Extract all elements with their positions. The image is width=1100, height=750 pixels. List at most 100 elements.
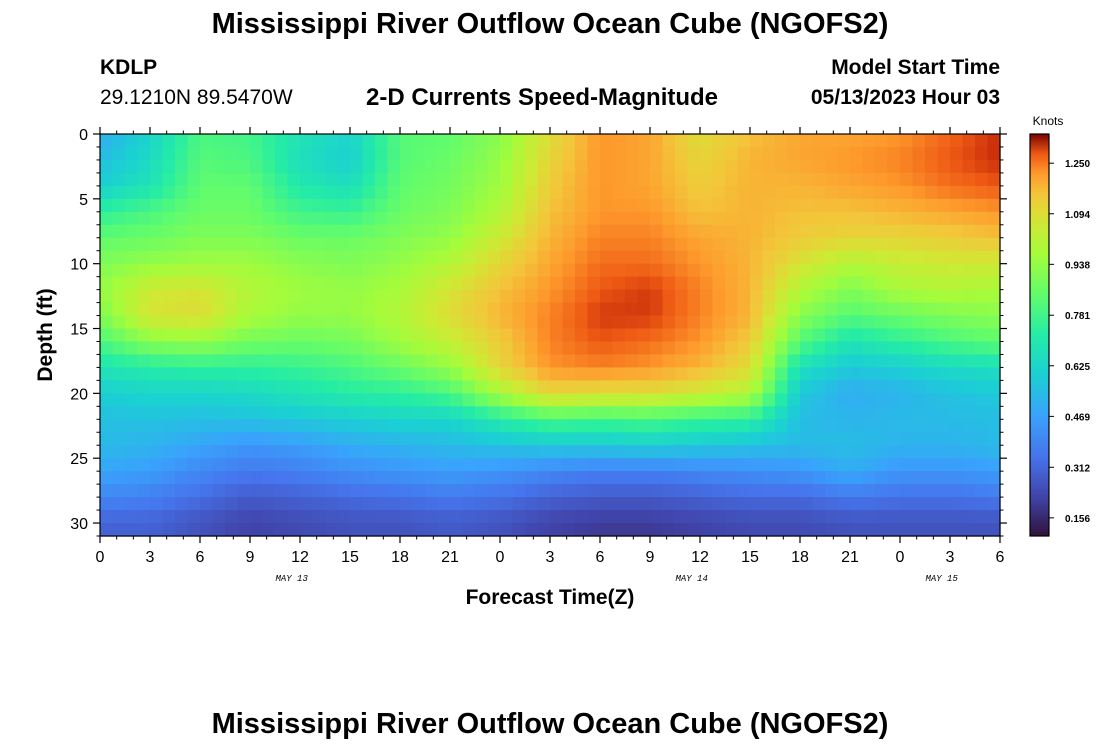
heatmap-cell xyxy=(250,523,264,537)
heatmap-cell xyxy=(850,211,864,226)
heatmap-cell xyxy=(387,159,401,174)
heatmap-cell xyxy=(375,289,389,304)
heatmap-cell xyxy=(325,289,339,304)
heatmap-cell xyxy=(112,237,126,252)
heatmap-cell xyxy=(862,393,876,407)
heatmap-cell xyxy=(612,406,626,420)
heatmap-cell xyxy=(800,134,814,148)
heatmap-cell xyxy=(112,198,126,213)
heatmap-cell xyxy=(537,289,551,304)
heatmap-cell xyxy=(775,276,789,291)
heatmap-cell xyxy=(600,172,614,187)
heatmap-cell xyxy=(962,302,976,317)
heatmap-cell xyxy=(537,328,551,343)
heatmap-cell xyxy=(400,263,414,278)
heatmap-cell xyxy=(437,341,451,356)
heatmap-cell xyxy=(450,302,464,317)
heatmap-cell xyxy=(812,237,826,252)
heatmap-cell xyxy=(662,354,676,369)
heatmap-cell xyxy=(787,198,801,213)
heatmap-cell xyxy=(712,510,726,524)
heatmap-cell xyxy=(700,224,714,239)
heatmap-cell xyxy=(825,263,839,278)
heatmap-cell xyxy=(412,263,426,278)
heatmap-cell xyxy=(412,302,426,317)
heatmap-cell xyxy=(712,328,726,343)
heatmap-cell xyxy=(425,250,439,265)
heatmap-cell xyxy=(562,315,576,330)
heatmap-cell xyxy=(387,471,401,485)
heatmap-cell xyxy=(112,510,126,524)
heatmap-cell xyxy=(175,393,189,407)
heatmap-cell xyxy=(962,471,976,485)
heatmap-cell xyxy=(900,419,914,433)
heatmap-cell xyxy=(725,250,739,265)
heatmap-cell xyxy=(825,328,839,343)
heatmap-cell xyxy=(400,159,414,174)
heatmap-cell xyxy=(675,510,689,524)
heatmap-cell xyxy=(300,172,314,187)
heatmap-cell xyxy=(987,497,1001,511)
heatmap-cell xyxy=(387,198,401,213)
heatmap-cell xyxy=(450,445,464,459)
heatmap-cell xyxy=(525,354,539,369)
heatmap-cell xyxy=(700,341,714,356)
heatmap-cell xyxy=(150,263,164,278)
heatmap-cell xyxy=(975,159,989,174)
heatmap-cell xyxy=(300,250,314,265)
heatmap-cell xyxy=(112,393,126,407)
heatmap-cell xyxy=(537,354,551,369)
footer-title: Mississippi River Outflow Ocean Cube (NG… xyxy=(211,708,889,740)
heatmap-cell xyxy=(712,406,726,420)
heatmap-cell xyxy=(325,315,339,330)
heatmap-cell xyxy=(112,159,126,174)
heatmap-cell xyxy=(625,406,639,420)
heatmap-cell xyxy=(850,237,864,252)
heatmap-cell xyxy=(712,367,726,381)
heatmap-cell xyxy=(187,276,201,291)
heatmap-cell xyxy=(637,367,651,381)
heatmap-cell xyxy=(850,445,864,459)
heatmap-cell xyxy=(875,159,889,174)
y-axis-label: Depth (ft) xyxy=(34,288,57,381)
heatmap-cell xyxy=(387,211,401,226)
heatmap-cell xyxy=(362,237,376,252)
heatmap-cell xyxy=(875,484,889,498)
heatmap-cell xyxy=(787,146,801,161)
heatmap-cell xyxy=(537,380,551,394)
heatmap-cell xyxy=(300,406,314,420)
heatmap-cell xyxy=(775,328,789,343)
heatmap-cell xyxy=(587,276,601,291)
heatmap-cell xyxy=(200,510,214,524)
heatmap-cell xyxy=(375,276,389,291)
heatmap-cell xyxy=(275,198,289,213)
heatmap-cell xyxy=(650,198,664,213)
heatmap-cell xyxy=(387,276,401,291)
heatmap-cell xyxy=(400,289,414,304)
heatmap-cell xyxy=(587,406,601,420)
heatmap-cell xyxy=(200,250,214,265)
heatmap-cell xyxy=(450,237,464,252)
heatmap-cell xyxy=(562,380,576,394)
heatmap-cell xyxy=(525,276,539,291)
heatmap-cell xyxy=(650,510,664,524)
heatmap-cell xyxy=(400,354,414,369)
heatmap-cell xyxy=(387,224,401,239)
heatmap-cell xyxy=(325,523,339,537)
heatmap-cell xyxy=(650,159,664,174)
heatmap-cell xyxy=(637,185,651,200)
heatmap-cell xyxy=(287,146,301,161)
heatmap-cell xyxy=(900,497,914,511)
heatmap-cell xyxy=(425,393,439,407)
heatmap-cell xyxy=(687,302,701,317)
heatmap-cell xyxy=(550,367,564,381)
heatmap-cell xyxy=(362,315,376,330)
heatmap-cell xyxy=(775,146,789,161)
heatmap-cell xyxy=(525,406,539,420)
heatmap-cell xyxy=(437,523,451,537)
heatmap-cell xyxy=(937,354,951,369)
heatmap-cell xyxy=(525,419,539,433)
heatmap-cell xyxy=(137,211,151,226)
heatmap-cell xyxy=(187,393,201,407)
heatmap-cell xyxy=(300,185,314,200)
